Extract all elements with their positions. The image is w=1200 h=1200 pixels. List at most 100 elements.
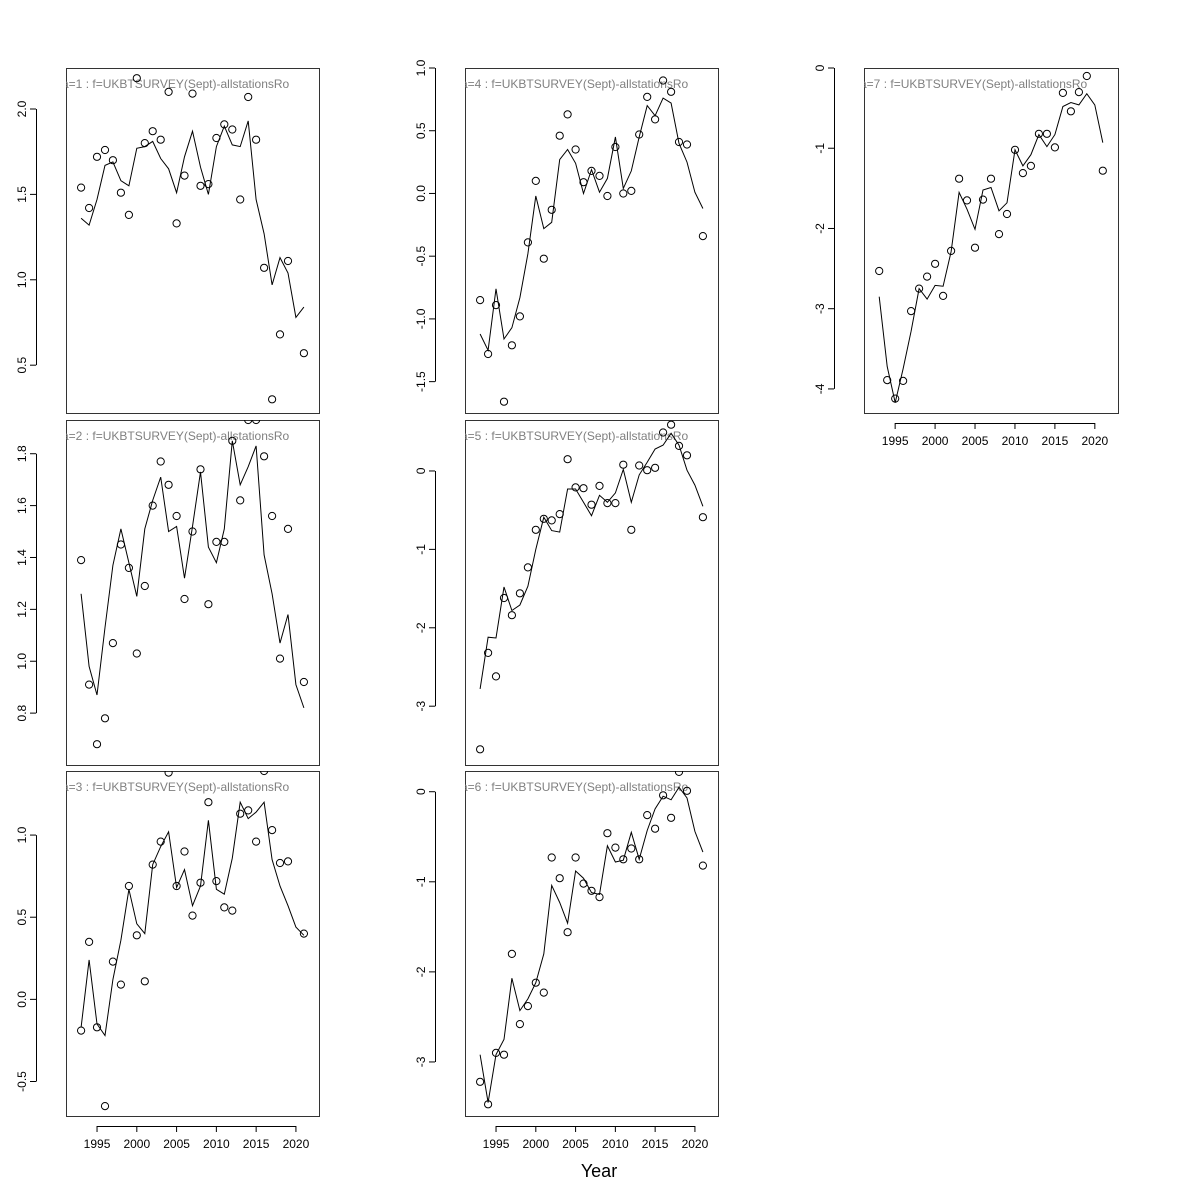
- observed-point: [1018, 169, 1028, 178]
- observed-point: [643, 811, 652, 820]
- y-tick-label: 1.4: [15, 549, 29, 566]
- observed-point: [986, 174, 996, 183]
- plot-frame: [864, 68, 1119, 414]
- panel-2: 0.8 1.0 1.2 1.4 1.6 1.8 a=2 : f=UKBTSURVEY(Sep…: [15, 420, 320, 766]
- observed-point: [156, 457, 165, 466]
- observed-point: [667, 87, 676, 96]
- x-tick-label: 2015: [243, 1137, 270, 1151]
- observed-point: [484, 349, 493, 359]
- observed-point: [124, 210, 133, 219]
- observed-point: [268, 395, 277, 404]
- observed-point: [667, 813, 676, 822]
- fitted-line: [878, 92, 1104, 403]
- observed-point: [204, 798, 213, 807]
- observed-point: [148, 127, 157, 136]
- observed-point: [85, 937, 94, 947]
- observed-point: [252, 420, 261, 425]
- observed-point: [635, 855, 644, 864]
- observed-point: [947, 246, 956, 255]
- x-tick-label: 2020: [682, 1137, 709, 1151]
- observed-point: [1098, 166, 1107, 175]
- observed-point: [674, 771, 684, 776]
- observed-point: [923, 272, 932, 281]
- observed-point: [164, 771, 173, 777]
- observed-point: [299, 677, 308, 687]
- observed-point: [627, 525, 636, 534]
- fitted-line: [80, 800, 305, 1037]
- observed-point: [682, 140, 692, 149]
- y-tick-label: 0: [813, 64, 827, 71]
- observed-point: [1058, 88, 1068, 98]
- observed-point: [108, 639, 118, 648]
- observed-point: [1042, 129, 1052, 138]
- observed-point: [674, 441, 684, 450]
- x-tick-label: 2010: [1002, 434, 1029, 448]
- observed-point: [1026, 161, 1036, 170]
- panel-title: a=7 : f=UKBTSURVEY(Sept)-allstationsRo: [860, 77, 1088, 91]
- observed-point: [651, 115, 660, 124]
- observed-point: [667, 420, 676, 429]
- observed-point: [484, 648, 493, 658]
- observed-point: [603, 499, 612, 508]
- observed-point: [1002, 209, 1012, 219]
- observed-point: [172, 511, 181, 521]
- x-tick-label: 2015: [642, 1137, 669, 1151]
- y-tick-label: 1.0: [414, 59, 428, 76]
- observed-point: [116, 188, 126, 197]
- observed-point: [236, 195, 245, 204]
- y-tick-label: -3: [414, 701, 428, 712]
- fitted-line: [479, 786, 704, 1103]
- observed-point: [180, 594, 189, 604]
- x-tick-label: 2005: [962, 434, 989, 448]
- observed-point: [563, 928, 572, 937]
- y-tick-label: 1.6: [15, 497, 29, 514]
- observed-point: [499, 1050, 509, 1059]
- observed-point: [220, 903, 229, 912]
- y-tick-label: -2: [414, 966, 428, 977]
- observed-point: [659, 428, 668, 437]
- observed-point: [674, 137, 684, 147]
- y-tick-label: -1: [414, 876, 428, 887]
- observed-point: [77, 183, 86, 192]
- observed-point: [507, 611, 516, 620]
- observed-point: [275, 858, 285, 868]
- y-tick-label: -0.5: [414, 246, 428, 267]
- y-tick-label: 0.0: [15, 991, 29, 1008]
- x-tick-label: 2000: [522, 1137, 549, 1151]
- observed-point: [156, 135, 165, 144]
- observed-point: [515, 589, 525, 598]
- observed-point: [275, 654, 285, 663]
- observed-point: [619, 460, 628, 469]
- observed-point: [1074, 88, 1084, 97]
- plot-frame: [465, 68, 719, 414]
- observed-point: [164, 87, 173, 97]
- y-tick-label: 1.0: [15, 653, 29, 670]
- observed-point: [547, 205, 556, 214]
- observed-point: [698, 232, 708, 241]
- observed-point: [476, 745, 485, 754]
- x-tick-label: 2010: [203, 1137, 230, 1151]
- observed-point: [555, 874, 564, 883]
- observed-point: [611, 499, 620, 508]
- observed-point: [611, 142, 620, 152]
- observed-point: [244, 420, 253, 425]
- x-tick-label: 2010: [602, 1137, 629, 1151]
- y-tick-label: 1.0: [15, 826, 29, 843]
- observed-point: [875, 266, 884, 276]
- observed-point: [659, 76, 668, 85]
- observed-point: [260, 263, 269, 272]
- observed-point: [539, 988, 548, 997]
- observed-point: [507, 341, 516, 350]
- x-tick-label: 1995: [483, 1137, 510, 1151]
- panel-title: a=4 : f=UKBTSURVEY(Sept)-allstationsRo: [461, 77, 689, 91]
- observed-point: [236, 809, 245, 818]
- observed-point: [132, 649, 141, 658]
- x-tick-label: 2005: [163, 1137, 190, 1151]
- plot-marks: a=3 : f=UKBTSURVEY(Sept)-allstationsRo: [66, 771, 308, 1111]
- x-tick-label: 1995: [84, 1137, 111, 1151]
- observed-point: [283, 256, 293, 266]
- observed-point: [260, 452, 269, 461]
- observed-point: [108, 156, 118, 165]
- observed-point: [595, 481, 604, 490]
- observed-point: [476, 1077, 485, 1086]
